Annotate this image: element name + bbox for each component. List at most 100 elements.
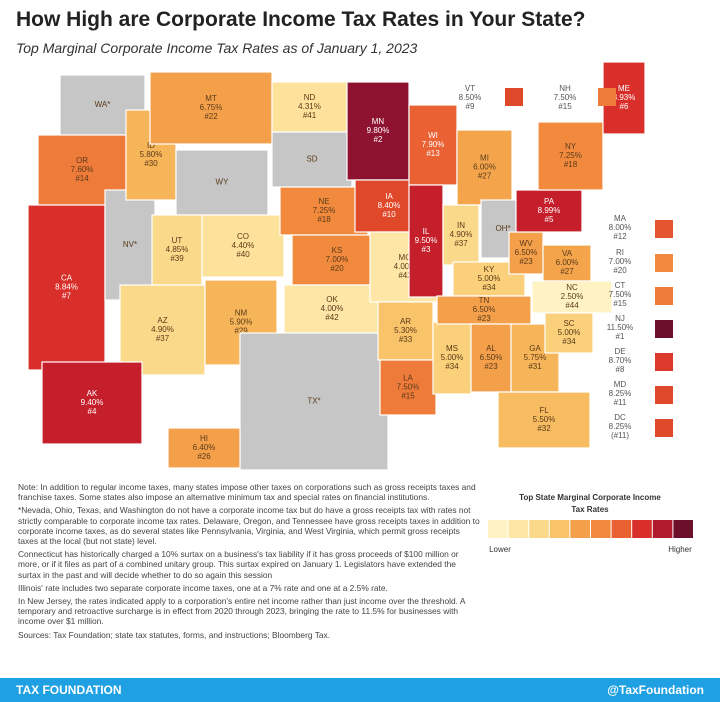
state-rate: 4.00%	[394, 262, 417, 271]
state-rank: #20	[330, 264, 344, 273]
state-rate: 4.40%	[232, 241, 255, 250]
state-rank: #15	[401, 392, 415, 401]
state-abbr: NY	[565, 142, 577, 151]
legend-swatch	[632, 520, 652, 538]
state-abbr: OR	[76, 156, 88, 165]
state-rate: 5.50%	[533, 415, 556, 424]
state-rank: #5	[545, 215, 554, 224]
state-abbr: AK	[87, 389, 98, 398]
state-shape	[470, 323, 512, 393]
state-shape	[544, 312, 594, 354]
state-abbr: RI	[616, 248, 624, 257]
state-rank: #18	[564, 160, 578, 169]
state-shape	[377, 301, 434, 361]
callout-box	[505, 88, 523, 106]
state-shape	[432, 321, 472, 395]
state-shape	[41, 361, 143, 445]
state-rank: #34	[445, 362, 459, 371]
state-rank: #37	[156, 334, 170, 343]
state-abbr: WA*	[95, 100, 111, 109]
state-rate: 8.70%	[609, 356, 632, 365]
state-abbr: ME	[618, 84, 630, 93]
map: WA* OR7.60%#14 CA8.84%#7 NV* ID5.80%#30 MT6.7…	[27, 61, 693, 554]
state-abbr: DE	[614, 347, 625, 356]
state-abbr: MN	[372, 117, 385, 126]
legend-title: Top State Marginal Corporate Income Tax R…	[519, 493, 661, 514]
state-rank: #23	[484, 362, 498, 371]
callout-box	[655, 220, 673, 238]
state-abbr: IA	[385, 192, 393, 201]
state-abbr: AL	[486, 344, 496, 353]
state-abbr: LA	[403, 374, 413, 383]
state-shape	[104, 189, 156, 301]
state-shape	[167, 427, 241, 469]
state-abbr: WI	[428, 131, 438, 140]
state-shape	[537, 121, 604, 191]
state-rank: #1	[616, 332, 625, 341]
state-rank: #12	[613, 232, 627, 241]
state-rank: #32	[537, 424, 551, 433]
state-shape	[201, 214, 285, 278]
state-shape	[408, 104, 458, 186]
state-rate: 7.25%	[313, 206, 336, 215]
state-shape	[497, 391, 591, 449]
state-abbr: DC	[614, 413, 626, 422]
state-rate: 5.00%	[558, 328, 581, 337]
state-shape	[452, 261, 526, 297]
state-abbr: CT	[615, 281, 626, 290]
state-rate: 8.84%	[55, 283, 78, 292]
title: How High are Corporate Income Tax Rates …	[16, 8, 586, 31]
state-abbr: SC	[563, 319, 574, 328]
state-abbr: IL	[423, 227, 430, 236]
state-rate: 9.80%	[367, 126, 390, 135]
state-shape	[291, 234, 383, 286]
state-abbr: MT	[205, 94, 217, 103]
state-rank: #37	[454, 239, 468, 248]
state-rank: #23	[477, 314, 491, 323]
state-rank: #27	[478, 172, 492, 181]
state-abbr: TN	[479, 296, 490, 305]
state-abbr: KY	[484, 265, 495, 274]
state-rank: #18	[317, 215, 331, 224]
state-rank: #3	[422, 245, 431, 254]
state-shape	[346, 81, 410, 181]
state-rank: (#11)	[611, 431, 629, 440]
state-rank: #42	[325, 313, 339, 322]
legend-title-line: Top State Marginal Corporate Income	[519, 493, 661, 502]
state-rank: #20	[613, 266, 627, 275]
state-abbr: TX*	[307, 397, 320, 406]
state-abbr: NH	[559, 84, 571, 93]
state-abbr: ID	[147, 141, 155, 150]
state-rank: #4	[88, 407, 97, 416]
state-rate: 4.85%	[166, 245, 189, 254]
footer: TAX FOUNDATION @TaxFoundation	[0, 678, 720, 702]
state-rank: #7	[62, 292, 71, 301]
state-rate: 7.60%	[71, 165, 94, 174]
state-abbr: GA	[529, 344, 541, 353]
legend-title-line: Tax Rates	[571, 505, 609, 514]
legend-swatch	[570, 520, 590, 538]
state-rank: #31	[528, 362, 542, 371]
state-rank: #9	[466, 102, 475, 111]
state-rate: 4.00%	[321, 304, 344, 313]
state-rate: 8.99%	[538, 206, 561, 215]
state-rate: 4.90%	[151, 325, 174, 334]
note: Sources: Tax Foundation; state tax statu…	[18, 629, 331, 640]
state-shape	[515, 189, 583, 233]
state-abbr: MD	[614, 380, 627, 389]
state-rate: 6.00%	[556, 258, 579, 267]
state-rate: 8.25%	[609, 389, 632, 398]
state-rank: #2	[374, 135, 383, 144]
state-rank: #15	[558, 102, 572, 111]
state-rate: 2.50%	[561, 292, 584, 301]
note: In New Jersey, the rates indicated apply…	[18, 596, 465, 627]
state-rank: #14	[75, 174, 89, 183]
state-rate: 9.40%	[81, 398, 104, 407]
state-rate: 7.25%	[559, 151, 582, 160]
state-abbr: MI	[480, 154, 489, 163]
state-abbr: OH*	[495, 224, 510, 233]
subtitle: Top Marginal Corporate Income Tax Rates …	[16, 40, 418, 56]
state-rank: #6	[620, 102, 629, 111]
note: Connecticut has historically charged a 1…	[18, 549, 459, 580]
state-rank: #15	[613, 299, 627, 308]
